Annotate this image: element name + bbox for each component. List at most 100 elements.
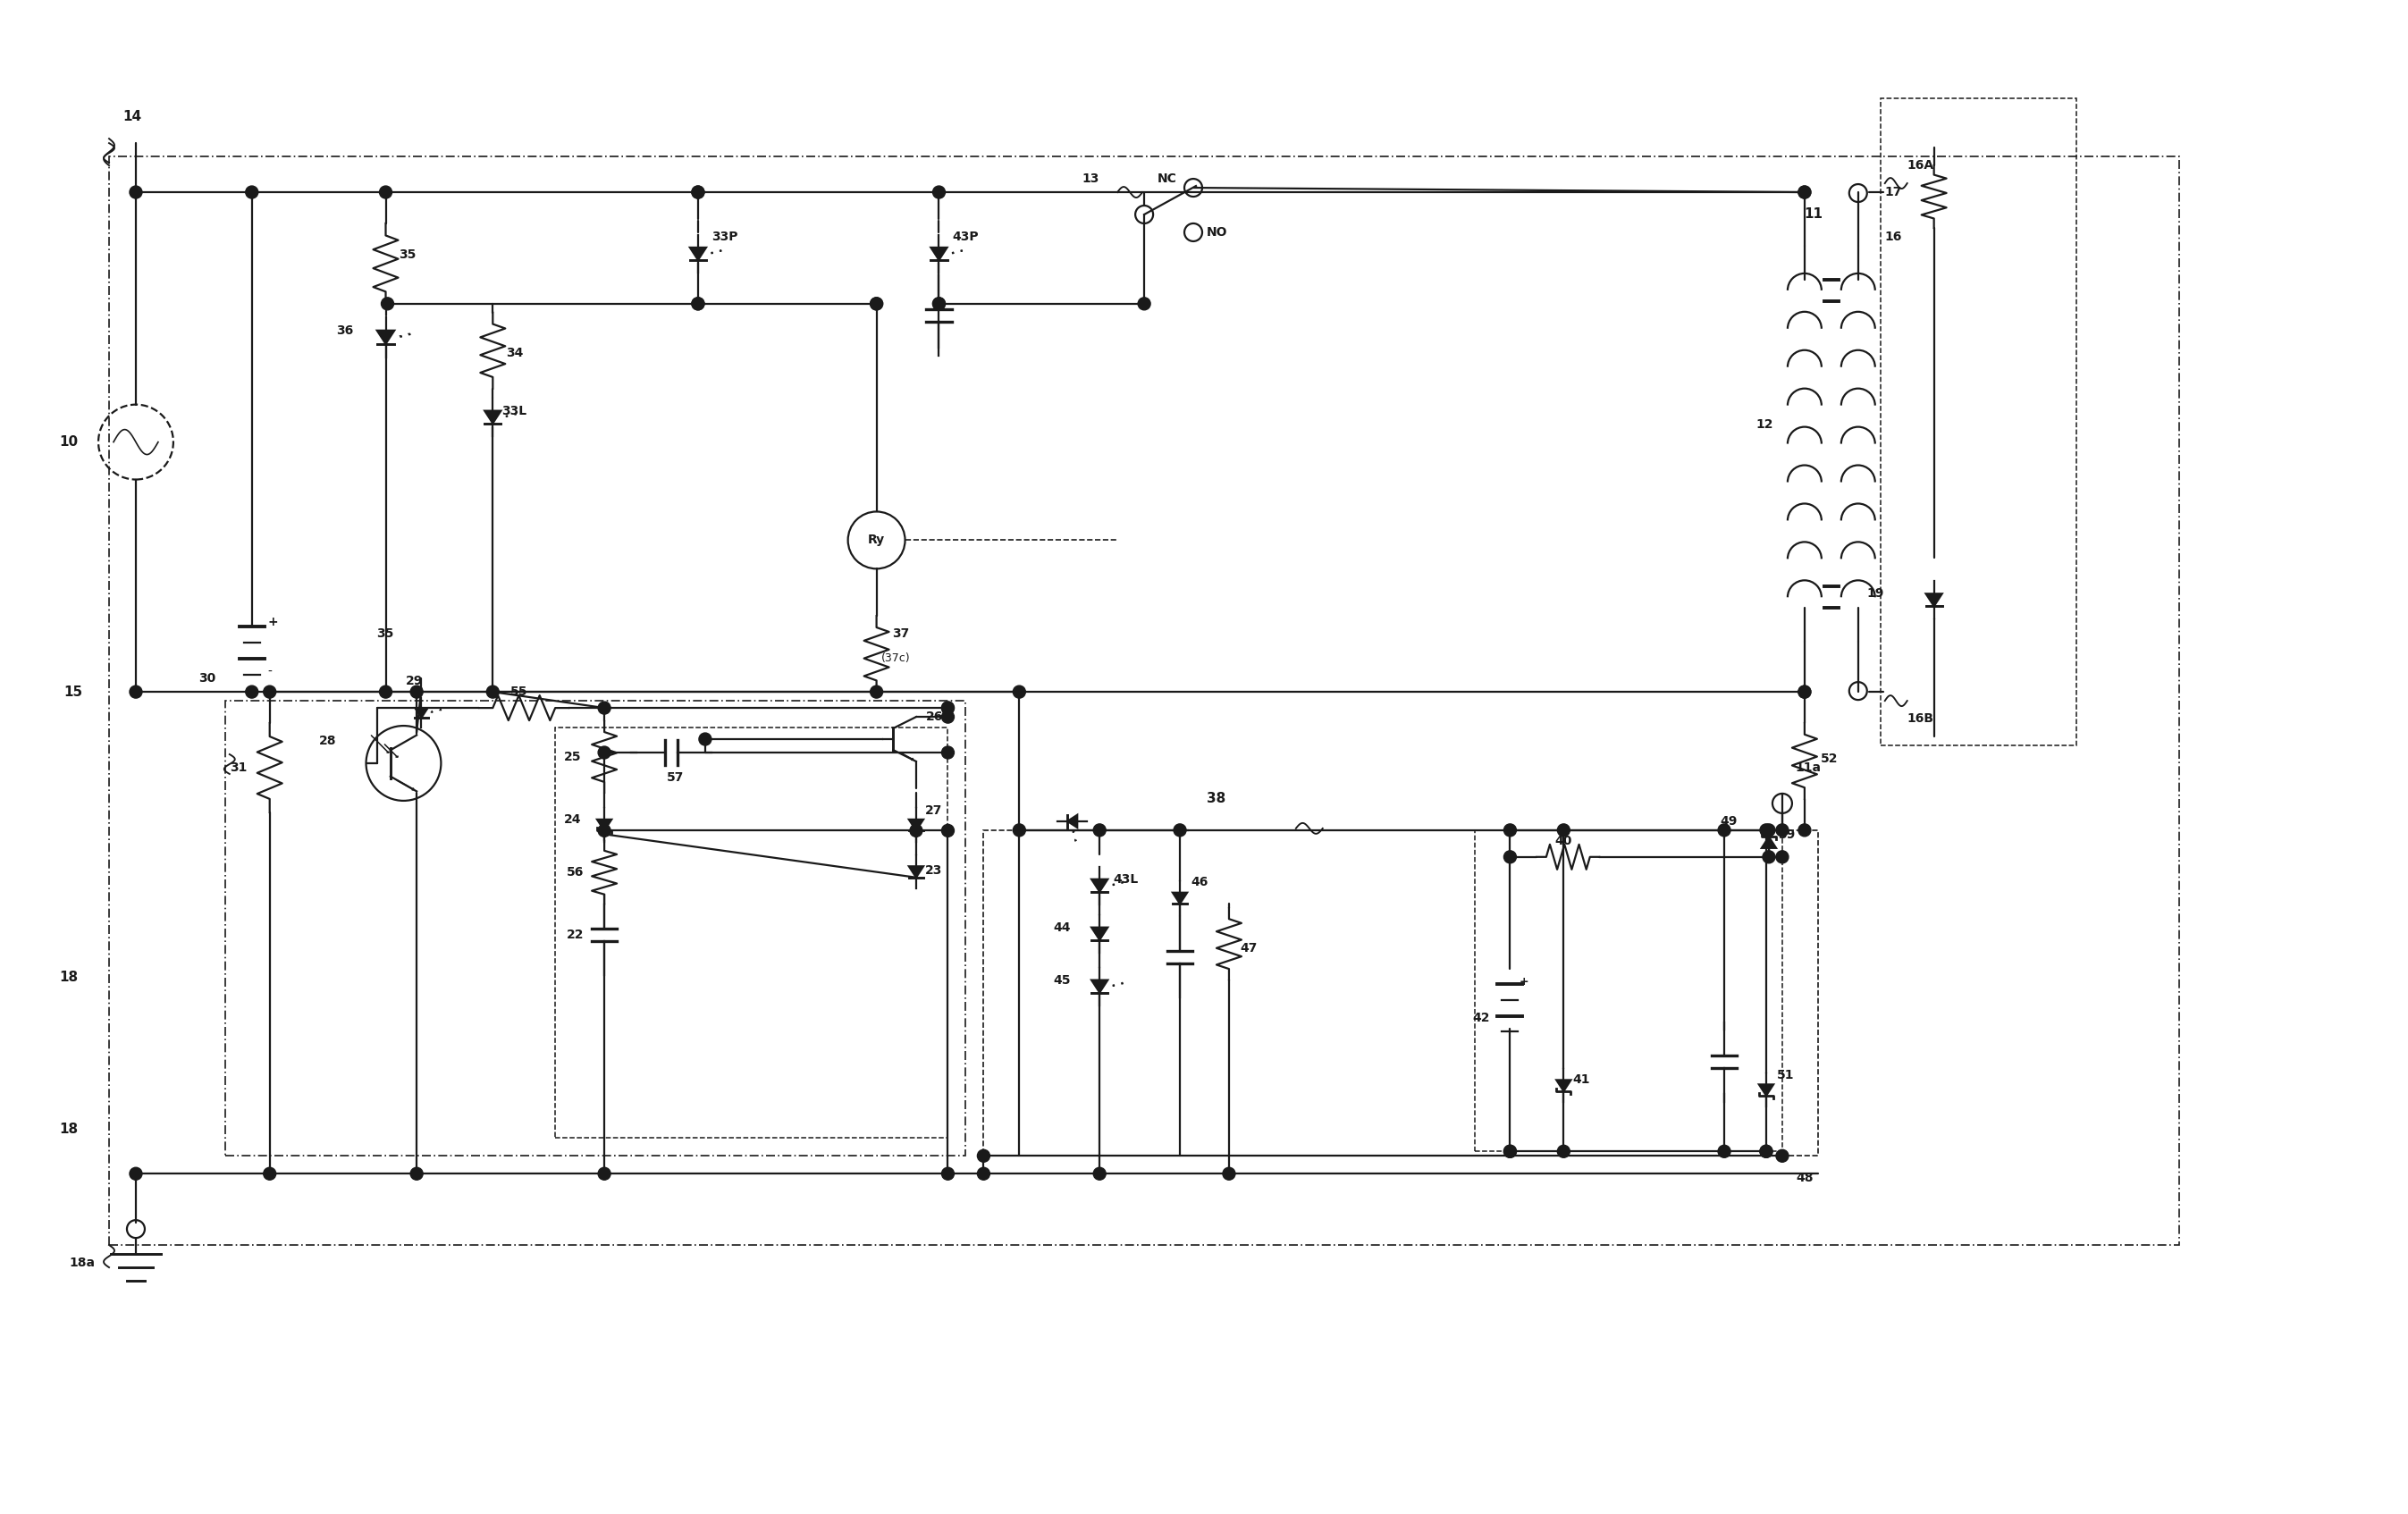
Text: 14: 14 [123,109,142,123]
Circle shape [246,186,258,198]
Circle shape [130,1167,142,1179]
Circle shape [130,186,142,198]
Polygon shape [1926,593,1943,606]
Text: 45: 45 [1052,974,1072,986]
Text: 26: 26 [925,710,944,724]
Circle shape [691,186,703,198]
Text: 31: 31 [229,762,248,774]
Circle shape [942,746,954,759]
Polygon shape [908,819,922,831]
Circle shape [262,686,277,698]
Polygon shape [1758,1084,1772,1096]
Circle shape [869,297,884,310]
Circle shape [1777,1149,1789,1163]
Polygon shape [1091,880,1108,892]
Circle shape [1505,1145,1517,1158]
Circle shape [942,824,954,837]
Polygon shape [597,819,612,831]
Circle shape [1223,1167,1235,1179]
Polygon shape [1556,1079,1570,1092]
Circle shape [1777,851,1789,863]
Polygon shape [1091,980,1108,993]
Text: 38: 38 [1206,792,1226,805]
Text: 13: 13 [1081,173,1098,185]
Circle shape [597,824,612,837]
Circle shape [380,297,395,310]
Circle shape [1173,824,1187,836]
Circle shape [1763,851,1775,863]
Text: 52: 52 [1820,752,1837,765]
Text: 46: 46 [1190,875,1209,889]
Circle shape [1799,186,1811,198]
Text: 17: 17 [1885,186,1902,198]
Polygon shape [1067,815,1076,828]
Text: 42: 42 [1474,1011,1491,1023]
Polygon shape [414,709,429,718]
Text: 34: 34 [506,347,523,359]
Circle shape [486,686,498,698]
Text: 48: 48 [1796,1172,1813,1184]
Text: 37: 37 [893,628,910,640]
Circle shape [942,1167,954,1179]
Circle shape [262,1167,277,1179]
Circle shape [1799,186,1811,198]
Circle shape [942,701,954,715]
Text: 43L: 43L [1112,874,1139,886]
Circle shape [246,686,258,698]
Text: 57: 57 [667,771,684,784]
Polygon shape [378,330,395,344]
Text: NO: NO [1206,226,1228,239]
Polygon shape [932,247,946,260]
Circle shape [932,186,946,198]
Text: 16B: 16B [1907,713,1934,725]
Circle shape [932,297,946,310]
Circle shape [1763,824,1775,836]
Text: 49: 49 [1719,815,1736,828]
Circle shape [1505,824,1517,836]
Polygon shape [484,410,501,424]
Text: +: + [1519,977,1529,987]
Circle shape [932,297,946,310]
Text: 12: 12 [1755,418,1772,430]
Circle shape [1760,824,1772,836]
Text: 36: 36 [337,324,354,336]
Circle shape [1093,1167,1105,1179]
Text: 16A: 16A [1907,159,1934,171]
Text: 44: 44 [1052,921,1072,934]
Circle shape [1093,824,1105,836]
Polygon shape [1763,837,1777,848]
Circle shape [1799,824,1811,836]
Text: +: + [267,616,279,628]
Text: 56: 56 [566,866,585,878]
Text: (37c): (37c) [881,653,910,663]
Text: 55: 55 [510,686,527,698]
Text: 25: 25 [563,751,583,763]
Text: 10: 10 [58,436,77,448]
Circle shape [869,297,884,310]
Text: 16: 16 [1885,230,1902,244]
Text: 29: 29 [405,675,424,687]
Text: 18a: 18a [70,1257,94,1269]
Circle shape [978,1167,990,1179]
Circle shape [380,186,393,198]
Circle shape [1799,686,1811,698]
Text: 35: 35 [400,248,417,260]
Text: 22: 22 [566,928,585,942]
Text: 43P: 43P [951,230,978,244]
Text: 18: 18 [58,970,77,984]
Text: 33L: 33L [501,404,527,416]
Text: NC: NC [1158,173,1178,185]
Text: Ry: Ry [867,534,886,547]
Circle shape [1139,297,1151,310]
Circle shape [1799,686,1811,698]
Text: 27: 27 [925,804,942,816]
Text: 18: 18 [58,1122,77,1136]
Text: 23: 23 [925,864,942,877]
Circle shape [1505,851,1517,863]
Text: 24: 24 [563,813,583,825]
Circle shape [1760,1145,1772,1158]
Text: 11: 11 [1804,207,1823,221]
Circle shape [698,733,710,745]
Polygon shape [1173,893,1187,904]
Text: 19: 19 [1866,587,1885,600]
